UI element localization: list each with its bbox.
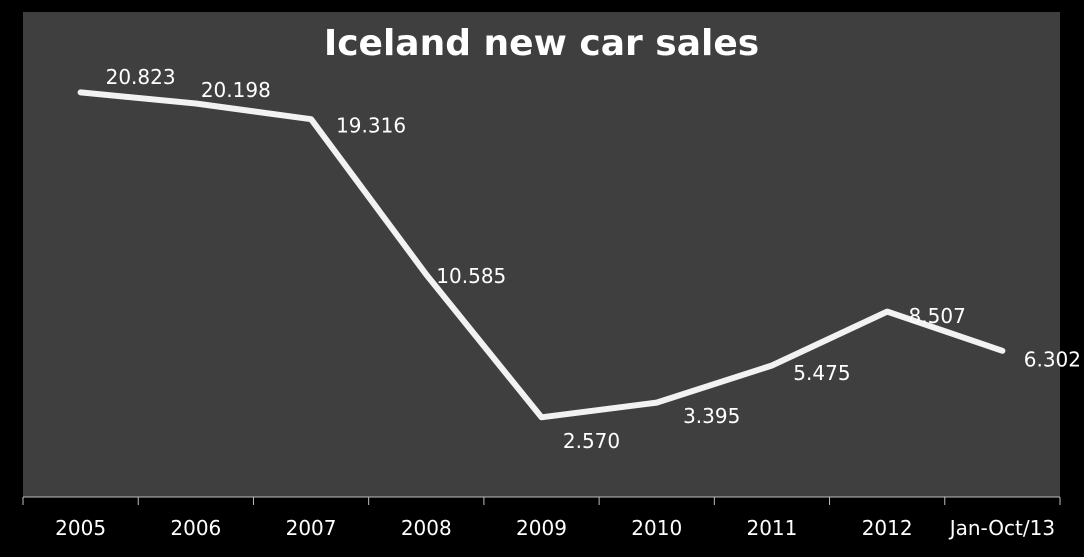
data-label: 5.475: [793, 361, 850, 385]
x-axis-tick-labels: 2005 2006 2007 2008 2009 2010 2011 2012 Jan-Oct/…: [55, 516, 1055, 540]
series-line: [77, 89, 1006, 421]
data-label: 2.570: [563, 429, 620, 453]
x-tick-label: 2012: [862, 516, 913, 540]
x-tick-label: 2006: [170, 516, 221, 540]
x-tick-label: 2005: [55, 516, 106, 540]
data-label: 20.198: [201, 78, 271, 102]
data-labels: 20.823 20.198 19.316 10.585 2.570 3.395 5.475 8…: [106, 65, 1081, 453]
x-tick-label: Jan-Oct/13: [948, 516, 1055, 540]
chart-title: Iceland new car sales: [324, 23, 759, 64]
x-tick-label: 2008: [401, 516, 452, 540]
data-label: 20.823: [106, 65, 176, 89]
plot-area: [23, 12, 1060, 497]
x-axis-ticks: [22, 497, 1061, 505]
x-tick-label: 2010: [631, 516, 682, 540]
x-tick-label: 2009: [516, 516, 567, 540]
data-label: 19.316: [336, 114, 406, 138]
data-label: 6.302: [1024, 347, 1081, 371]
data-label: 3.395: [683, 404, 740, 428]
x-tick-label: 2011: [746, 516, 797, 540]
data-label: 8.507: [909, 304, 966, 328]
x-tick-label: 2007: [286, 516, 337, 540]
data-label: 10.585: [436, 264, 506, 288]
